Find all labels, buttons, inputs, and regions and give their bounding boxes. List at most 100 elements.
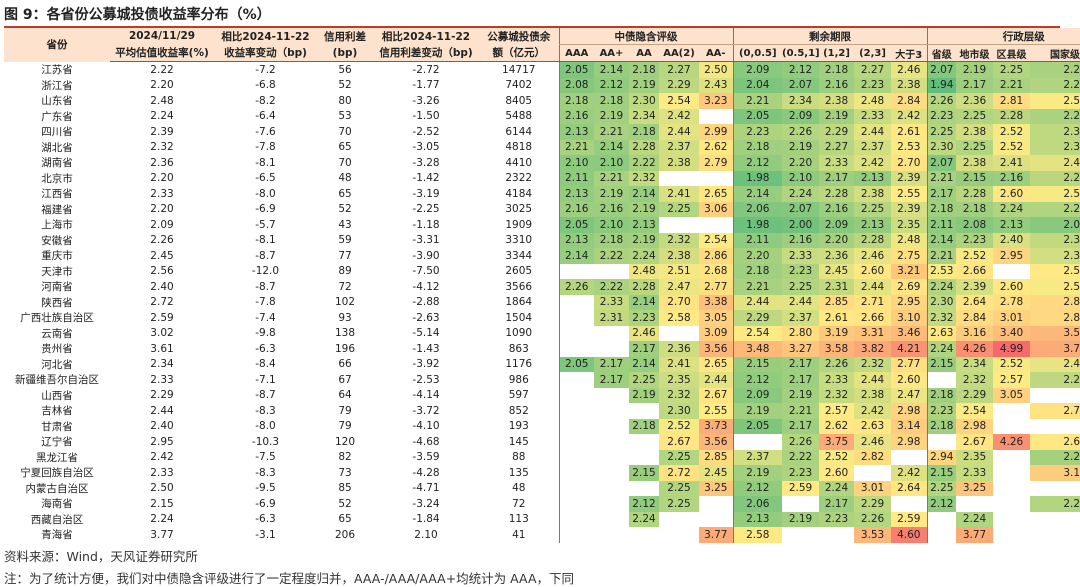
term-yield-cell: 2.22 (782, 449, 820, 465)
rating-yield-cell: 3.05 (699, 310, 734, 326)
yield-cell: 3.61 (150, 342, 174, 355)
table-row: 天津市 2.56 -12.0 89 -7.50 2605 2.48 2.51 2.68 2.18 2… (4, 263, 1080, 280)
yield-change-cell: -6.4 (255, 110, 276, 123)
yield-cell: 2.34 (150, 358, 174, 371)
admin-yield-cell: 2.24 (926, 341, 957, 357)
yield-change-cell: -6.9 (255, 203, 276, 216)
spread-cell: 56 (338, 63, 352, 76)
balance-cell: 1090 (505, 327, 533, 340)
balance-cell: 4184 (505, 187, 533, 200)
term-yield-cell: 3.82 (854, 341, 892, 357)
spread-change-cell: -4.71 (412, 482, 440, 495)
term-yield-cell: 2.04 (732, 77, 783, 93)
term-yield-cell: 2.26 (854, 511, 892, 527)
term-yield-cell: 2.82 (854, 449, 892, 465)
balance-cell: 3344 (505, 249, 533, 262)
term-yield-cell: 2.17 (782, 356, 820, 372)
header-yield-label: 平均估值收益率(%) (110, 44, 214, 62)
yield-cell: 2.59 (150, 311, 174, 324)
yield-change-cell: -7.8 (255, 296, 276, 309)
term-yield-cell (891, 450, 927, 466)
rating-yield-cell (558, 496, 594, 512)
rating-yield-cell: 2.18 (558, 93, 594, 109)
admin-yield-cell: 2.28 (956, 186, 994, 202)
rating-yield-cell: 2.10 (558, 155, 594, 171)
term-yield-cell: 3.46 (891, 325, 928, 341)
admin-yield-cell: 2.07 (926, 61, 957, 78)
province-cell: 海南省 (41, 498, 73, 511)
rating-yield-cell (558, 294, 594, 310)
header-province: 省份 (4, 28, 110, 62)
province-cell: 河北省 (41, 358, 73, 371)
term-yield-cell: 2.18 (732, 139, 783, 155)
term-yield-cell: 2.38 (891, 77, 928, 93)
yield-change-cell: -8.7 (255, 280, 276, 293)
balance-cell: 597 (508, 389, 529, 402)
table-row: 吉林省 2.44 -8.3 79 -3.72 852 2.30 2.55 2.19 2.21 2.5… (4, 403, 1080, 419)
province-cell: 湖南省 (41, 157, 73, 170)
term-yield-cell: 2.07 (782, 77, 820, 93)
spread-change-cell: -1.42 (412, 172, 440, 185)
rating-yield-cell (594, 264, 629, 280)
yield-cell: 2.15 (150, 497, 174, 510)
yield-cell: 2.24 (150, 513, 174, 526)
admin-yield-cell: 2.24 (1030, 201, 1080, 217)
table-row: 甘肃省 2.40 -8.0 79 -4.10 193 2.18 2.52 3.73 2.05 2.1… (4, 418, 1080, 434)
term-yield-cell: 2.23 (782, 465, 820, 481)
term-yield-cell: 2.32 (819, 387, 855, 403)
rating-yield-cell (699, 217, 733, 233)
rating-yield-cell: 2.12 (629, 496, 659, 512)
table-row: 江西省 2.33 -8.0 65 -3.19 4184 2.13 2.19 2.14 2.41 2.… (4, 186, 1080, 202)
yield-cell: 3.77 (150, 528, 174, 541)
admin-yield-cell (993, 481, 1030, 497)
yield-change-cell: -8.2 (255, 94, 276, 107)
rating-yield-cell: 2.13 (558, 232, 594, 248)
rating-yield-cell (558, 480, 594, 496)
admin-yield-cell: 2.44 (1030, 155, 1080, 171)
admin-yield-cell (1030, 527, 1080, 543)
rating-yield-cell: 2.33 (594, 294, 629, 310)
spread-change-cell: -1.84 (412, 513, 440, 526)
term-yield-cell: 2.44 (854, 279, 892, 295)
rating-yield-cell: 2.18 (594, 232, 629, 248)
rating-yield-cell: 2.11 (558, 170, 594, 186)
rating-yield-cell: 2.27 (659, 61, 699, 78)
term-yield-cell: 2.11 (732, 232, 783, 248)
balance-cell: 2322 (505, 172, 533, 185)
term-yield-cell: 2.16 (819, 201, 855, 217)
admin-yield-cell (993, 450, 1030, 466)
admin-yield-cell (993, 264, 1030, 280)
rating-yield-cell: 2.62 (699, 139, 734, 155)
term-yield-cell: 2.21 (732, 93, 783, 109)
yield-change-cell: -7.2 (255, 63, 276, 76)
term-yield-cell: 3.27 (782, 341, 820, 357)
rating-yield-cell: 2.17 (629, 341, 659, 357)
yield-cell: 2.39 (150, 125, 174, 138)
yield-cell: 2.20 (150, 79, 174, 92)
admin-yield-cell: 2.59 (1030, 263, 1080, 279)
rating-yield-cell: 2.54 (659, 93, 699, 109)
term-yield-cell: 2.25 (782, 279, 820, 295)
term-yield-cell: 2.44 (782, 294, 820, 310)
yield-cell: 2.33 (150, 373, 174, 386)
rating-yield-cell: 2.14 (629, 186, 659, 202)
province-cell: 山东省 (41, 95, 73, 108)
term-yield-cell: 2.42 (891, 108, 928, 124)
rating-yield-cell: 2.14 (594, 139, 629, 155)
province-cell: 湖北省 (41, 141, 73, 154)
term-yield-cell: 2.28 (854, 232, 892, 248)
term-yield-cell: 1.98 (732, 217, 783, 233)
term-yield-cell: 2.15 (732, 356, 783, 372)
term-yield-cell: 2.26 (782, 434, 820, 450)
spread-cell: 65 (338, 513, 352, 526)
yield-cell: 2.44 (150, 404, 174, 417)
balance-cell: 72 (512, 497, 526, 510)
rating-yield-cell: 2.52 (659, 418, 699, 434)
spread-cell: 43 (338, 218, 352, 231)
rating-yield-cell: 2.25 (629, 372, 659, 388)
term-yield-cell: 2.36 (819, 248, 855, 264)
term-yield-cell: 3.14 (891, 418, 928, 434)
admin-yield-cell: 2.52 (993, 356, 1031, 372)
rating-yield-cell: 2.41 (659, 186, 699, 202)
rating-yield-cell: 2.32 (659, 232, 699, 248)
